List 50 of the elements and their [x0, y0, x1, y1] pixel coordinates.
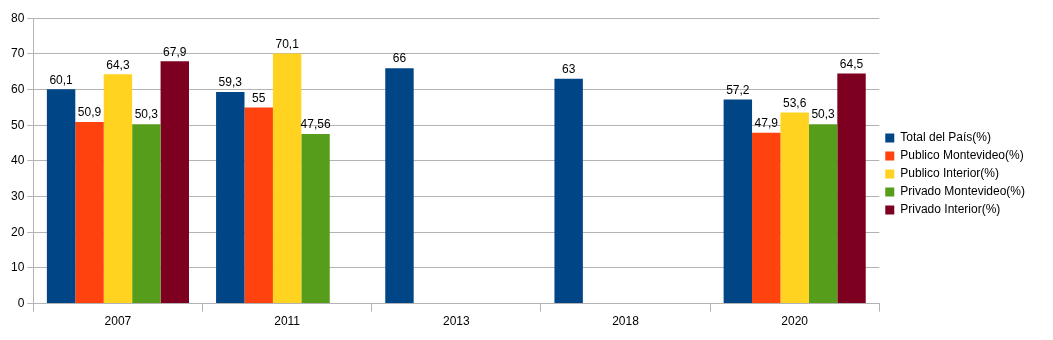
bar [385, 68, 414, 304]
data-label: 50,9 [77, 105, 102, 120]
data-label: 63 [561, 62, 576, 77]
bar [272, 53, 302, 304]
bar [554, 78, 583, 304]
y-tick-label: 60 [10, 81, 25, 96]
y-tick-label: 0 [17, 295, 25, 310]
bar [103, 74, 133, 304]
y-tick-label: 30 [10, 188, 25, 203]
bar [132, 124, 161, 304]
x-tick-label: 2011 [274, 314, 301, 329]
y-tick-label: 50 [10, 117, 25, 132]
data-label: 60,1 [49, 72, 74, 87]
y-tick-label: 70 [10, 46, 25, 61]
y-tick-label: 10 [10, 260, 25, 275]
bar [75, 122, 104, 304]
data-label: 50,3 [134, 107, 159, 122]
bar [244, 107, 273, 304]
legend-label: Publico Interior(%) [900, 166, 999, 181]
bar [723, 99, 753, 304]
y-tick-label: 40 [10, 153, 25, 168]
legend-label: Total del País(%) [900, 130, 991, 145]
bar [301, 133, 330, 304]
bar [46, 89, 76, 304]
legend-label: Publico Montevideo(%) [900, 148, 1024, 163]
data-label: 70,1 [275, 36, 300, 51]
legend-label: Privado Montevideo(%) [900, 184, 1026, 199]
data-label: 53,6 [783, 95, 807, 110]
data-label: 67,9 [163, 44, 187, 59]
bar [837, 73, 866, 304]
data-label: 50,3 [811, 107, 836, 122]
y-tick-label: 20 [10, 224, 25, 239]
bar [780, 112, 809, 304]
x-tick-label: 2013 [442, 314, 470, 329]
y-tick-label: 80 [10, 10, 25, 25]
data-label: 66 [392, 51, 407, 66]
legend-label: Privado Interior(%) [900, 202, 1001, 217]
bar [160, 61, 189, 304]
x-tick-label: 2007 [104, 314, 132, 329]
bar [752, 132, 781, 304]
data-label: 55 [252, 90, 266, 105]
data-label: 64,5 [839, 56, 864, 71]
data-label: 64,3 [106, 57, 130, 72]
x-tick-label: 2020 [781, 314, 809, 329]
data-label: 47,9 [754, 116, 779, 131]
bar [808, 124, 838, 304]
data-label: 59,3 [218, 75, 243, 90]
data-label: 57,2 [726, 82, 750, 97]
x-tick-label: 2018 [612, 314, 640, 329]
bar [216, 92, 245, 304]
